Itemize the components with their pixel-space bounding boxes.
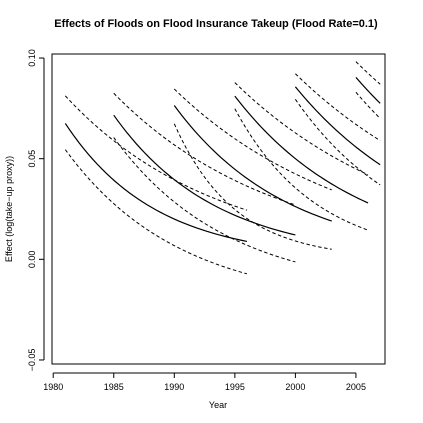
estimate-line — [113, 114, 296, 236]
lower-bound-line — [113, 137, 296, 263]
series-group-3 — [173, 88, 332, 250]
estimate-line — [173, 105, 332, 222]
x-tick-label: 1980 — [43, 382, 63, 392]
x-tick-label: 1990 — [164, 382, 184, 392]
y-axis-label: Effect (log(take−up proxy)) — [4, 156, 14, 262]
series-layer — [64, 61, 381, 275]
y-tick-label: 0.05 — [27, 150, 37, 168]
lower-bound-line — [355, 91, 381, 119]
y-tick-label: 0.10 — [27, 49, 37, 67]
x-axis-label: Year — [209, 400, 227, 410]
series-group-4 — [234, 82, 369, 231]
x-axis: 1980 1985 1990 1995 2000 2005 — [43, 372, 366, 392]
x-tick-label: 2000 — [285, 382, 305, 392]
x-tick-label: 1995 — [225, 382, 245, 392]
y-tick-label: 0.00 — [27, 251, 37, 269]
estimate-line — [234, 95, 369, 204]
series-group-6 — [355, 61, 381, 119]
upper-bound-line — [173, 88, 332, 191]
upper-bound-line — [295, 73, 381, 141]
estimate-line — [64, 123, 248, 242]
plot-area-frame — [51, 53, 386, 365]
series-group-5 — [294, 73, 381, 186]
x-tick-label: 1985 — [104, 382, 124, 392]
upper-bound-line — [64, 95, 248, 211]
series-group-1 — [64, 95, 248, 275]
lower-bound-line — [294, 99, 381, 186]
y-tick-label: −0.05 — [27, 349, 37, 372]
chart-title: Effects of Floods on Flood Insurance Tak… — [54, 18, 378, 30]
estimate-line — [355, 76, 381, 104]
lower-bound-line — [173, 123, 332, 250]
series-group-2 — [113, 92, 296, 263]
upper-bound-line — [113, 92, 296, 206]
estimate-line — [294, 86, 381, 166]
y-axis: −0.05 0.00 0.05 0.10 — [27, 49, 45, 372]
x-tick-label: 2005 — [346, 382, 366, 392]
upper-bound-line — [234, 82, 369, 176]
lower-bound-line — [64, 149, 248, 275]
lower-bound-line — [234, 108, 369, 231]
